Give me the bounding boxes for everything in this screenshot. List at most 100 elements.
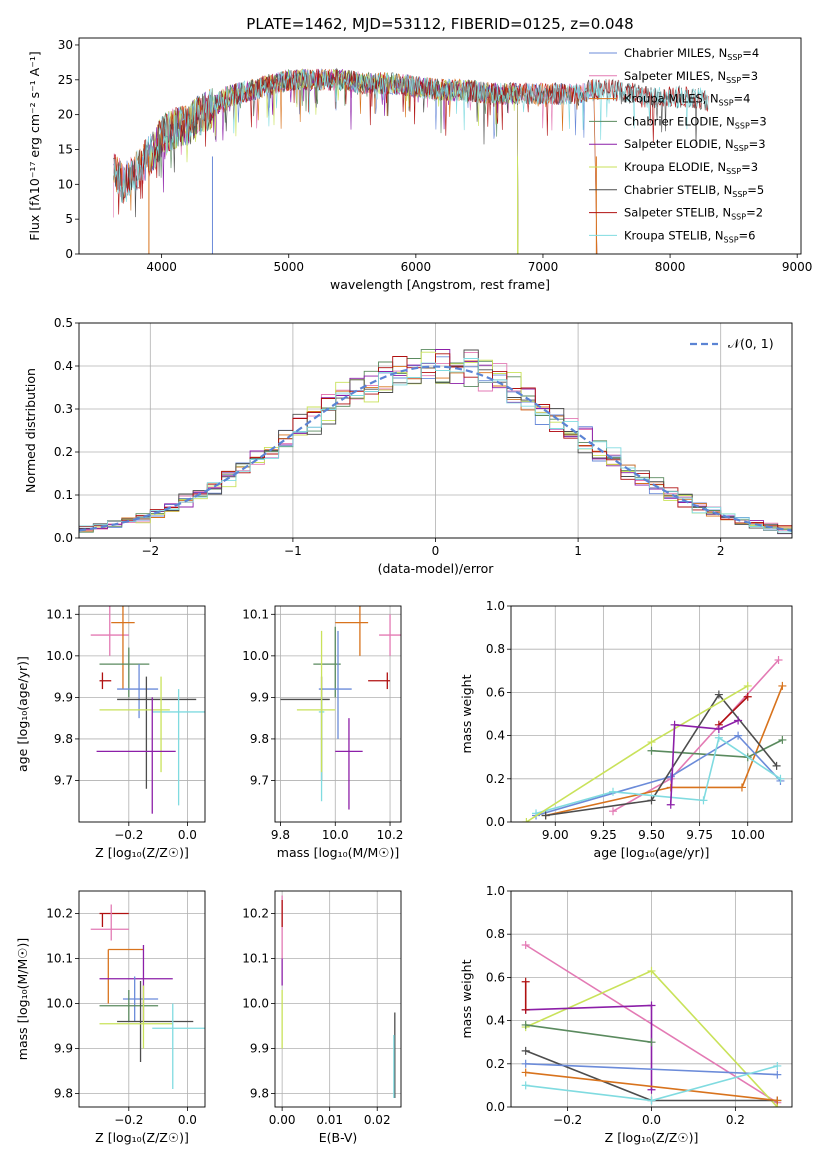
x-tick-label: 10.0 — [322, 828, 349, 842]
legend-entry: Salpeter STELIB, NSSP=2 — [624, 206, 763, 222]
weight-line — [535, 734, 782, 817]
x-axis-label: mass [log₁₀(M/M☉)] — [277, 845, 399, 860]
x-tick-label: 9.25 — [590, 828, 617, 842]
weight-marker — [734, 716, 743, 725]
legend-entry: Salpeter ELODIE, NSSP=3 — [624, 137, 766, 153]
mass-vs-Z-panel: −0.2 0.0 9.8 9.9 10.0 10.1 10.2 Z [log₁₀(Z/Z☉)]… — [15, 890, 206, 1145]
weight-marker — [776, 774, 785, 783]
y-tick-label: 0.8 — [486, 927, 505, 941]
weight-line — [525, 1024, 652, 1043]
weight-marker — [521, 1005, 530, 1014]
age-vs-Z-panel: −0.2 0.0 9.7 9.8 9.9 10.0 10.1 Z [log₁₀(Z/Z☉)] a… — [15, 605, 206, 860]
weight-marker — [699, 796, 708, 805]
x-tick-label: 0.02 — [364, 1113, 391, 1127]
x-tick-label: 2 — [717, 544, 725, 558]
legend-entry: Kroupa ELODIE, NSSP=3 — [624, 160, 758, 176]
mass-weight-vs-age-panel: 9.00 9.25 9.50 9.75 10.00 0.0 0.2 0.4 0.6 0.8 1.0 a… — [459, 599, 793, 860]
x-tick-label: 4000 — [146, 260, 177, 274]
y-tick-label: 5 — [65, 212, 73, 226]
spectrum-panel: PLATE=1462, MJD=53112, FIBERID=0125, z=0… — [27, 15, 812, 292]
y-tick-label: 15 — [58, 142, 73, 156]
legend-entry: Chabrier STELIB, NSSP=5 — [624, 183, 764, 199]
normal-curve — [79, 365, 792, 532]
weight-marker — [647, 966, 656, 975]
y-tick-label: 9.8 — [250, 1087, 269, 1101]
error-bars — [90, 606, 205, 814]
x-tick-label: 9.50 — [638, 828, 665, 842]
x-tick-label: 9000 — [782, 260, 813, 274]
y-tick-label: 1.0 — [486, 599, 505, 613]
weight-marker — [521, 977, 530, 986]
y-tick-label: 0.4 — [486, 729, 505, 743]
y-tick-label: 9.8 — [54, 732, 73, 746]
y-axis-label: age [log₁₀(age/yr)] — [15, 656, 30, 772]
x-tick-label: 0.0 — [642, 1113, 661, 1127]
y-tick-label: 0.0 — [54, 531, 73, 545]
y-tick-label: 0.2 — [486, 1057, 505, 1071]
weight-line — [525, 1063, 778, 1076]
y-tick-label: 0.3 — [54, 402, 73, 416]
x-axis-label: E(B-V) — [319, 1130, 358, 1145]
legend-entry: Salpeter MILES, NSSP=3 — [624, 69, 758, 85]
x-tick-label: 6000 — [401, 260, 432, 274]
weight-marker — [714, 725, 723, 734]
x-tick-label: 9.75 — [686, 828, 713, 842]
y-tick-label: 9.9 — [250, 1042, 269, 1056]
y-tick-label: 20 — [58, 108, 73, 122]
weight-marker — [521, 1081, 530, 1090]
y-tick-label: 0.4 — [486, 1014, 505, 1028]
y-tick-label: 0.0 — [486, 815, 505, 829]
x-tick-label: 10.2 — [377, 828, 404, 842]
x-tick-label: 7000 — [528, 260, 559, 274]
y-tick-label: 0.0 — [486, 1100, 505, 1114]
residuals-panel: −2 −1 0 1 2 0.0 0.1 0.2 0.3 0.4 0.5 (data-model)/er… — [23, 316, 793, 576]
spectrum-legend: Chabrier MILES, NSSP=4 Salpeter MILES, NS… — [589, 46, 767, 244]
weight-marker — [522, 818, 531, 822]
weight-marker — [670, 720, 679, 729]
spectrum-line — [113, 69, 709, 203]
weight-marker — [647, 1038, 656, 1047]
spectrum-line — [113, 68, 709, 215]
y-axis-label: mass [log₁₀(M/M☉)] — [15, 938, 30, 1060]
weight-marker — [773, 1061, 782, 1070]
x-tick-label: −0.2 — [114, 828, 143, 842]
weight-line — [545, 693, 778, 817]
weight-marker — [743, 692, 752, 701]
y-tick-label: 9.9 — [250, 690, 269, 704]
y-axis-label: mass weight — [459, 674, 474, 753]
x-tick-label: 10.00 — [731, 828, 765, 842]
weight-marker — [647, 796, 656, 805]
y-tick-label: 9.9 — [54, 1042, 73, 1056]
weight-marker — [521, 1059, 530, 1068]
x-tick-label: −0.2 — [553, 1113, 582, 1127]
axes-frame — [510, 890, 793, 1108]
weight-marker — [774, 656, 783, 664]
weight-lines — [521, 941, 782, 1107]
y-tick-label: 0.1 — [54, 488, 73, 502]
weight-marker — [647, 1001, 656, 1010]
weight-marker — [521, 941, 530, 949]
spectrum-line — [148, 68, 519, 254]
weight-marker — [647, 1096, 656, 1105]
x-tick-label: −2 — [141, 544, 159, 558]
axes-frame — [78, 890, 206, 1108]
weight-marker — [647, 746, 656, 755]
weight-marker — [778, 681, 787, 690]
weight-line — [535, 736, 781, 815]
error-bars — [90, 904, 205, 1089]
x-tick-label: 9.8 — [271, 828, 290, 842]
weight-line — [525, 1071, 778, 1102]
weight-marker — [743, 681, 752, 690]
weight-marker — [666, 800, 675, 809]
weight-marker — [778, 735, 787, 744]
legend-entry: Kroupa MILES, NSSP=4 — [624, 92, 750, 108]
y-tick-label: 30 — [58, 38, 73, 52]
axes-frame — [78, 322, 793, 539]
x-tick-label: 8000 — [655, 260, 686, 274]
y-tick-label: 0.2 — [486, 772, 505, 786]
y-tick-label: 10.0 — [242, 997, 269, 1011]
error-bars — [281, 895, 396, 1098]
y-tick-label: 10.0 — [46, 997, 73, 1011]
weight-lines — [522, 656, 787, 822]
